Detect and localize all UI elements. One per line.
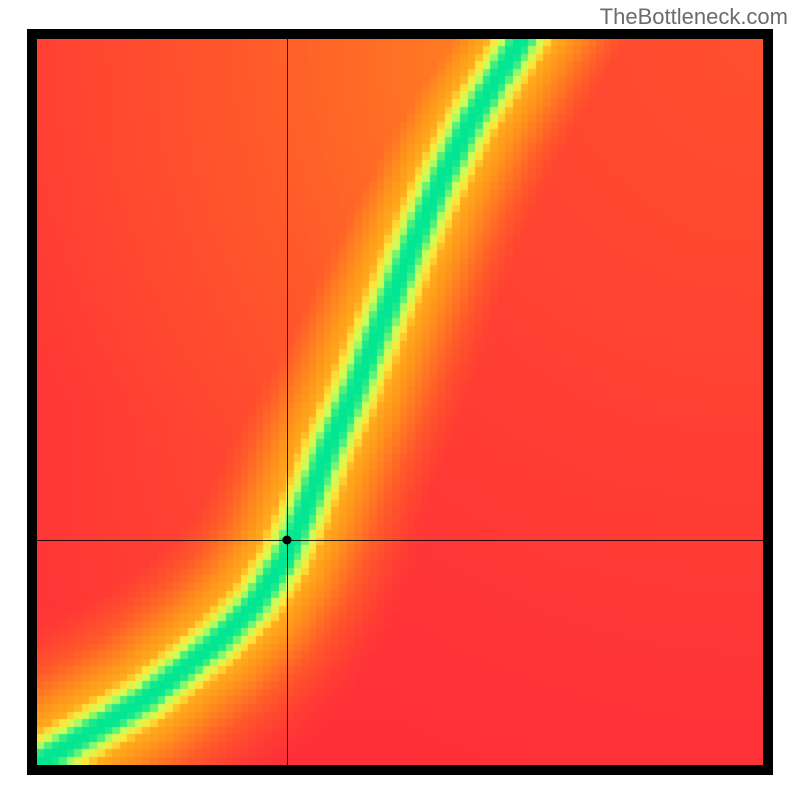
crosshair-horizontal [37,540,763,541]
heatmap-canvas [37,39,763,765]
plot-area [37,39,763,765]
plot-border [27,29,773,775]
watermark-text: TheBottleneck.com [600,4,788,30]
crosshair-marker [283,535,292,544]
crosshair-vertical [287,39,288,765]
